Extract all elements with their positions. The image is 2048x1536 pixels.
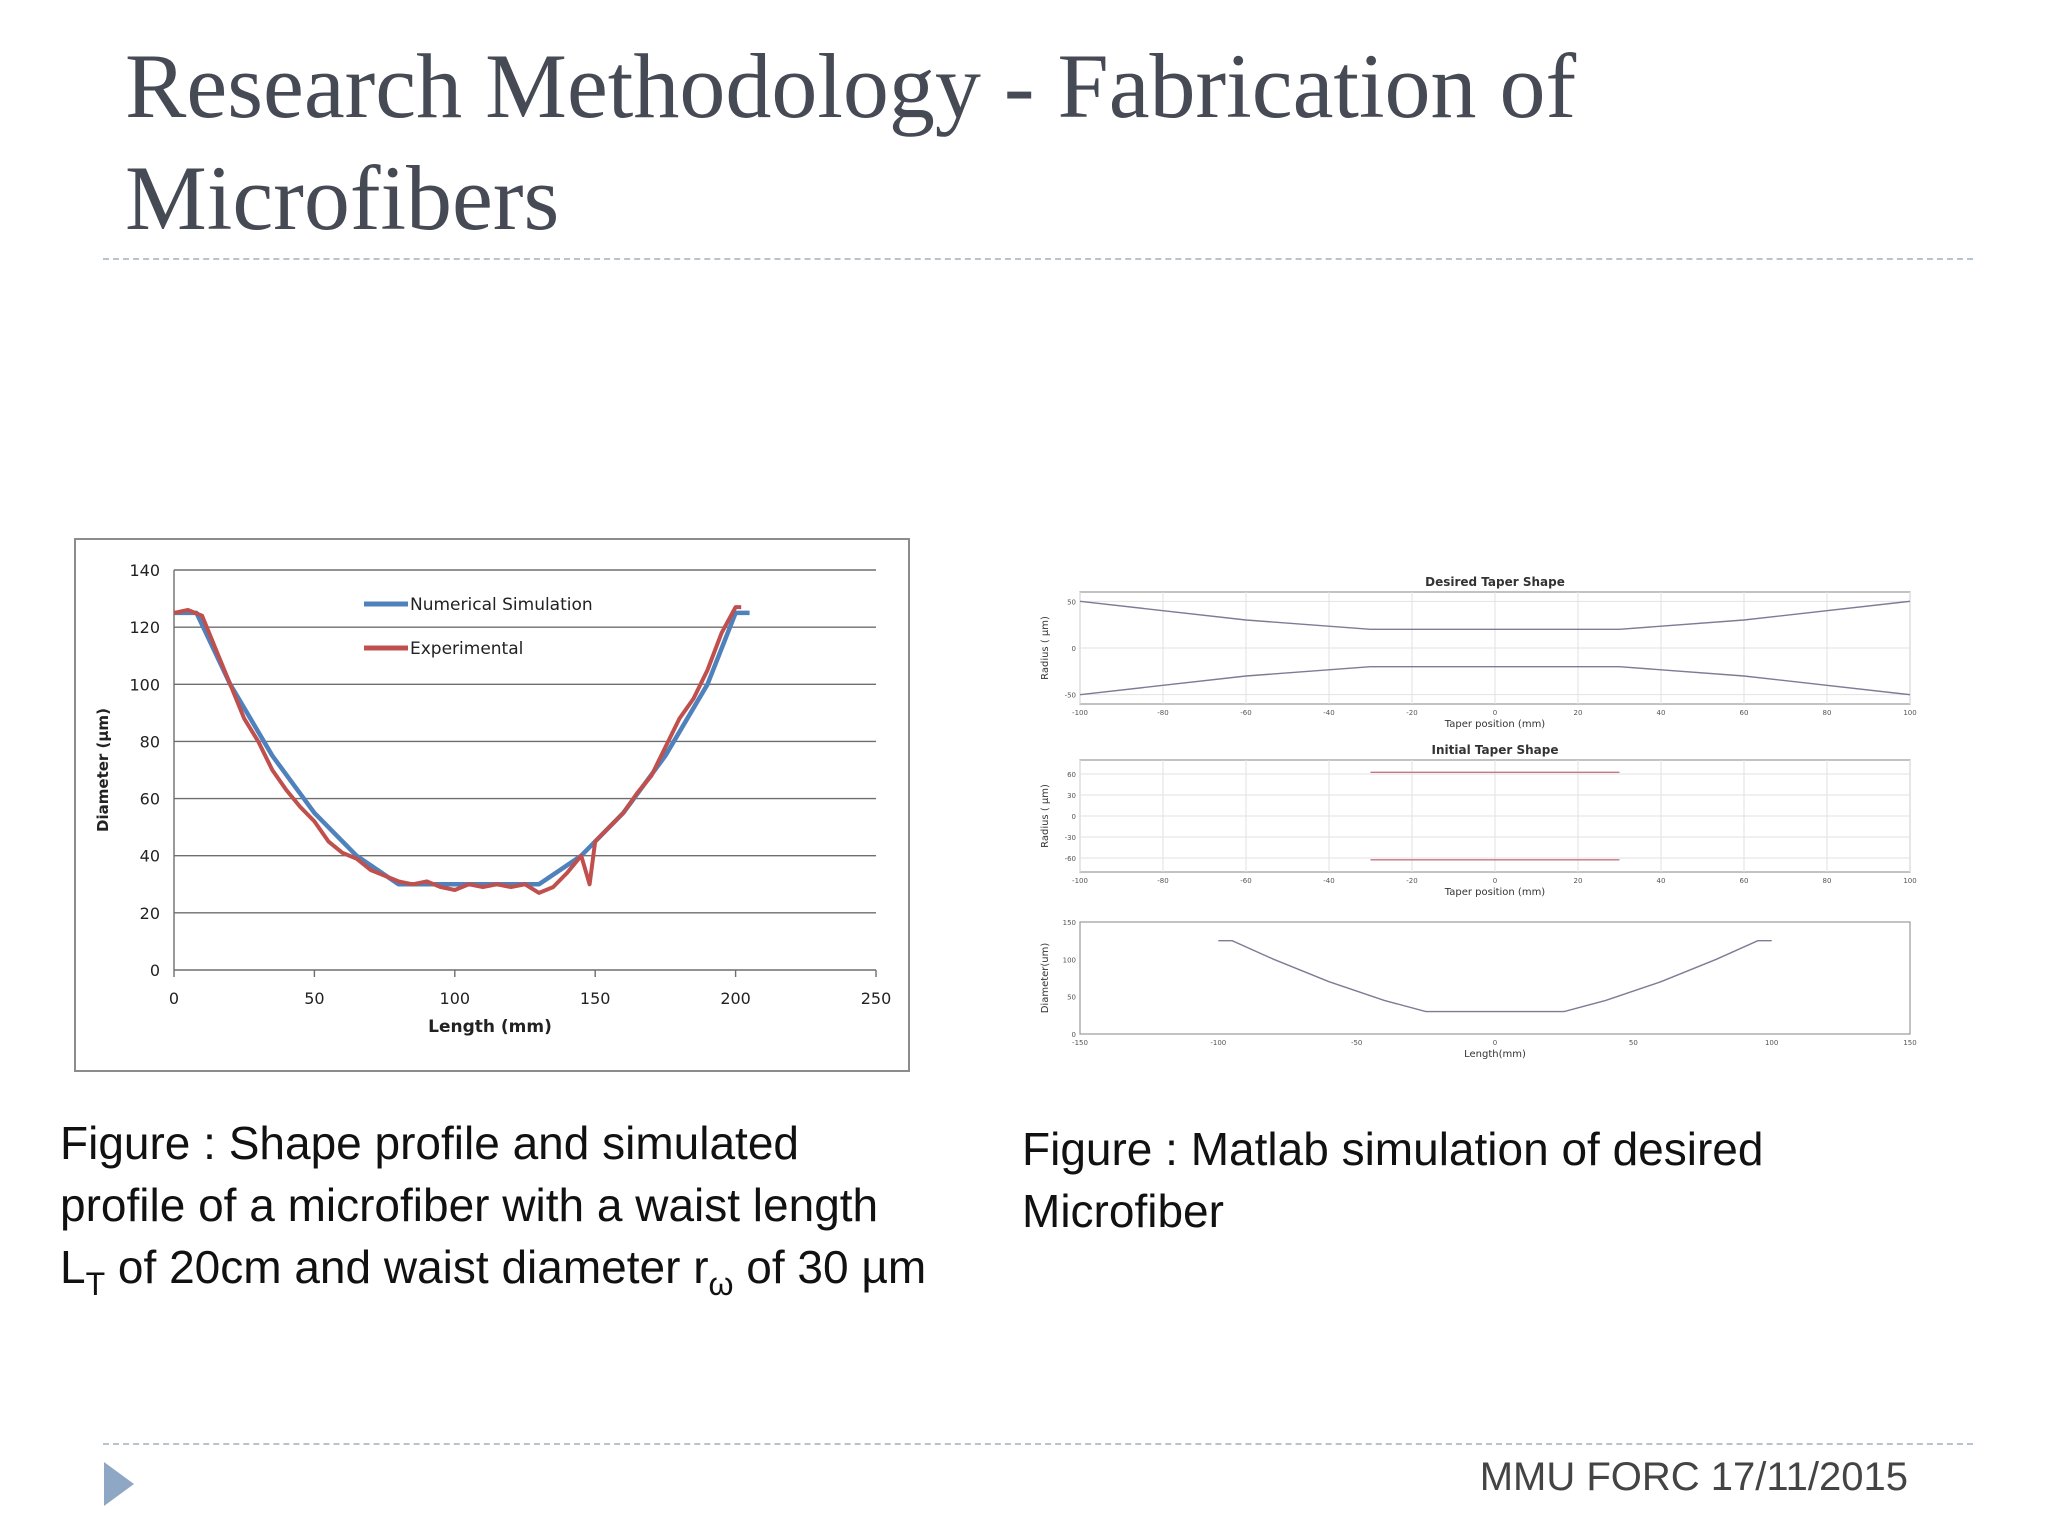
x-tick-label: 150: [1903, 1039, 1916, 1047]
y-tick-label: 150: [1063, 919, 1076, 927]
legend-label: Numerical Simulation: [410, 595, 593, 615]
x-tick-label: 0: [1493, 709, 1497, 717]
caption-left-part1: Figure : Shape profile and simulated pro…: [60, 1117, 879, 1293]
x-tick-label: 200: [720, 989, 751, 1008]
y-tick-label: 0: [1072, 645, 1076, 653]
x-tick-label: 150: [580, 989, 611, 1008]
subplot-line: [1218, 940, 1772, 1013]
y-axis-label: Diameter (µm): [94, 708, 112, 832]
y-tick-label: 40: [140, 847, 160, 866]
x-tick-label: 20: [1574, 877, 1583, 885]
subplot-x-label: Length(mm): [1464, 1049, 1526, 1060]
x-tick-label: 60: [1740, 877, 1749, 885]
y-tick-label: 80: [140, 732, 160, 751]
matlab-simulation-svg: -100 -80 -60 -40 -20 0 20 40 60 80 100 -50 0 50 Desire…: [1040, 575, 1917, 1060]
series-line-experimental: [173, 605, 742, 895]
x-tick-label: 0: [169, 989, 179, 1008]
diameter-profile-svg: 0 20 40 60 80 100 120 140 0 50 100 150 200 250 Length …: [94, 561, 892, 1037]
legend-label: Experimental: [410, 639, 523, 659]
subplot-line: [1079, 600, 1911, 630]
x-tick-label: 50: [1629, 1039, 1638, 1047]
x-tick-label: -40: [1323, 877, 1334, 885]
subplot-title: Desired Taper Shape: [1425, 575, 1565, 589]
y-tick-label: 0: [1072, 1031, 1076, 1039]
caption-left-part2: of 20cm and waist diameter r: [105, 1241, 709, 1293]
x-tick-label: 80: [1823, 877, 1832, 885]
x-tick-label: 0: [1493, 1039, 1497, 1047]
slide-title: Research Methodology - Fabrication of Mi…: [125, 35, 1577, 249]
x-tick-label: -80: [1157, 709, 1168, 717]
y-tick-label: -30: [1065, 834, 1076, 842]
x-tick-label: -60: [1240, 709, 1251, 717]
caption-left: Figure : Shape profile and simulated pro…: [60, 1112, 930, 1315]
x-tick-label: 60: [1740, 709, 1749, 717]
y-tick-label: 100: [1063, 956, 1076, 964]
caption-right: Figure : Matlab simulation of desired Mi…: [1022, 1123, 1764, 1237]
x-tick-label: 0: [1493, 877, 1497, 885]
diameter-profile-chart: 0 20 40 60 80 100 120 140 0 50 100 150 200 250 Length …: [74, 538, 910, 1072]
x-tick-label: -100: [1072, 877, 1088, 885]
play-arrow-icon: [104, 1462, 134, 1506]
x-tick-label: -80: [1157, 877, 1168, 885]
subplot-y-label: Radius ( µm): [1040, 784, 1051, 848]
x-tick-label: 40: [1657, 709, 1666, 717]
x-tick-label: 100: [1903, 709, 1916, 717]
y-tick-label: 120: [129, 618, 160, 637]
subplot-frame: [1079, 921, 1911, 1035]
caption-left-sub-t: T: [85, 1266, 106, 1302]
x-tick-label: -150: [1072, 1039, 1088, 1047]
subplot-y-label: Diameter(um): [1040, 943, 1051, 1014]
x-tick-label: 80: [1823, 709, 1832, 717]
y-tick-label: 60: [1067, 771, 1076, 779]
y-tick-label: 60: [140, 790, 160, 809]
x-tick-label: -60: [1240, 877, 1251, 885]
y-tick-label: 50: [1067, 598, 1076, 606]
subplot-x-label: Taper position (mm): [1444, 719, 1546, 730]
y-tick-label: -50: [1065, 692, 1076, 700]
subplot-x-label: Taper position (mm): [1444, 887, 1546, 898]
footer-divider: [103, 1443, 1973, 1445]
y-tick-label: 0: [1072, 813, 1076, 821]
y-tick-label: 100: [129, 675, 160, 694]
x-tick-label: 250: [861, 989, 892, 1008]
caption-left-sub-omega: ω: [708, 1266, 734, 1302]
x-axis-label: Length (mm): [428, 1017, 552, 1037]
x-tick-label: -20: [1406, 877, 1417, 885]
caption-left-part3: of 30 µm: [733, 1241, 927, 1293]
x-tick-label: 50: [304, 989, 324, 1008]
x-tick-label: 20: [1574, 709, 1583, 717]
x-tick-label: 40: [1657, 877, 1666, 885]
x-tick-label: -20: [1406, 709, 1417, 717]
x-tick-label: -40: [1323, 709, 1334, 717]
x-tick-label: -100: [1210, 1039, 1226, 1047]
subplot-line: [1079, 666, 1911, 696]
y-tick-label: 20: [140, 904, 160, 923]
x-tick-label: 100: [440, 989, 471, 1008]
x-tick-label: -100: [1072, 709, 1088, 717]
y-tick-label: -60: [1065, 855, 1076, 863]
y-tick-label: 140: [129, 561, 160, 580]
x-tick-label: 100: [1903, 877, 1916, 885]
matlab-simulation-figure: -100 -80 -60 -40 -20 0 20 40 60 80 100 -50 0 50 Desire…: [1030, 560, 1920, 1060]
footer-text: MMU FORC 17/11/2015: [1479, 1455, 1908, 1499]
x-tick-label: -50: [1351, 1039, 1362, 1047]
x-tick-label: 100: [1765, 1039, 1778, 1047]
y-tick-label: 30: [1067, 792, 1076, 800]
y-tick-label: 0: [150, 961, 160, 980]
subplot-y-label: Radius ( µm): [1040, 616, 1051, 680]
title-divider: [103, 258, 1973, 260]
series-line-numerical-simulation: [174, 610, 750, 887]
subplot-title: Initial Taper Shape: [1432, 743, 1559, 757]
y-tick-label: 50: [1067, 994, 1076, 1002]
